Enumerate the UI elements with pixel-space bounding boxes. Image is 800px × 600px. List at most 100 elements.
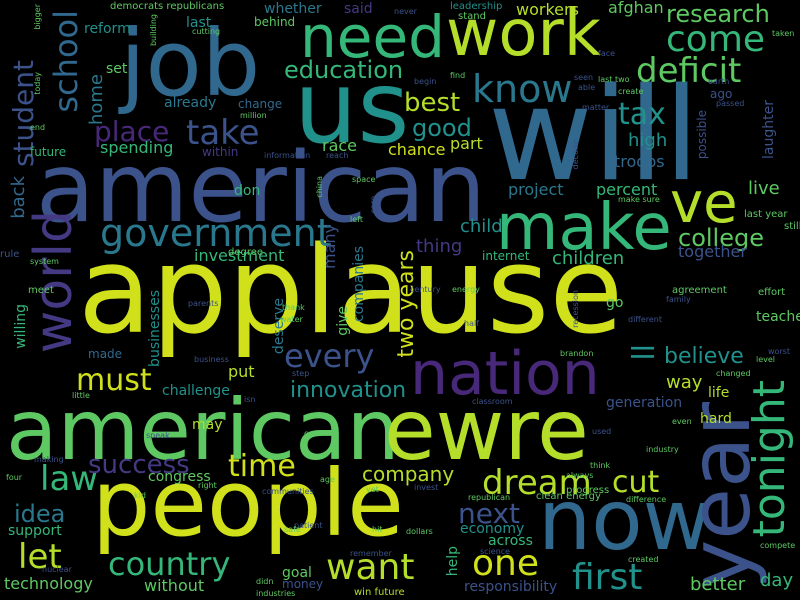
word-even: even — [672, 417, 692, 426]
word-american-top: american — [36, 132, 486, 244]
word-workers: workers — [516, 0, 579, 19]
word-american-bottom: american — [6, 381, 400, 479]
word-invest: invest — [414, 483, 439, 492]
word-industry: industry — [646, 445, 679, 454]
word-together: together — [678, 242, 747, 261]
word-high: high — [628, 130, 668, 151]
word-republicans: republicans — [166, 1, 225, 12]
word-support: support — [8, 523, 62, 539]
word-whether: whether — [264, 1, 322, 17]
word-speak: speak — [146, 431, 170, 440]
word-good: good — [412, 114, 472, 142]
word-reach: reach — [326, 151, 349, 160]
word-effort: effort — [758, 287, 786, 298]
word-created: created — [628, 555, 659, 564]
word-degree: degree — [228, 247, 264, 258]
word-many: many — [320, 224, 339, 269]
word-help: help — [445, 546, 461, 577]
word-future: future — [30, 145, 67, 159]
word-information: information — [264, 151, 311, 160]
word-investment: investment — [194, 246, 285, 265]
word-taken: taken — [772, 29, 795, 38]
word-century: century — [410, 285, 441, 294]
word-us: us — [294, 49, 410, 166]
word-two-years: two years — [394, 250, 419, 358]
word-brandon: brandon — [560, 349, 594, 358]
word-companies: companies — [351, 246, 367, 323]
word-last: last — [186, 15, 212, 31]
word-behind: behind — [254, 15, 296, 29]
word-parents: parents — [188, 299, 219, 308]
word-space: space — [352, 175, 376, 184]
word-cost: cost — [304, 429, 321, 438]
word-half: half — [464, 319, 480, 328]
word-need: need — [300, 3, 445, 71]
word-one: one — [472, 543, 539, 584]
word-innovation: innovation — [290, 378, 407, 403]
word-race: race — [322, 136, 358, 155]
word-laughter: laughter — [761, 100, 777, 159]
word-face: face — [598, 49, 616, 58]
word-used: used — [592, 427, 612, 436]
word-different: different — [628, 315, 662, 324]
word-internet: internet — [482, 249, 530, 263]
word-children: children — [552, 248, 625, 269]
word-money: money — [282, 577, 324, 591]
word-time: time — [228, 449, 296, 484]
word-cut: cut — [612, 465, 660, 500]
word-compete: compete — [760, 541, 796, 550]
word-industries: industries — [256, 589, 296, 598]
word-will: will — [488, 61, 700, 210]
word-deficit: deficit — [636, 51, 742, 91]
word-find: find — [450, 71, 466, 80]
word-go: go — [606, 295, 624, 311]
word-better: better — [690, 574, 746, 595]
word-best: best — [404, 88, 461, 118]
word-leadership: leadership — [450, 1, 503, 12]
word-may: may — [192, 417, 223, 433]
word-applause: applause — [78, 222, 624, 361]
word-win-future: win future — [354, 587, 405, 598]
word-government: government — [100, 211, 332, 255]
word-percent: percent — [596, 180, 658, 199]
word-let: let — [18, 537, 62, 577]
word-matter: matter — [582, 103, 610, 112]
word-classroom: classroom — [472, 397, 513, 406]
word-take: take — [186, 113, 260, 153]
word-yet: yet — [366, 485, 379, 494]
word-child: child — [460, 216, 503, 237]
word-research: research — [666, 0, 770, 28]
word-every: every — [284, 337, 375, 375]
word-set: set — [106, 61, 128, 77]
word-people: people — [92, 450, 404, 557]
word-now: now — [538, 471, 712, 569]
word-kid: kid — [134, 491, 146, 500]
word-nuclear: nuclear — [42, 565, 72, 574]
word-day: day — [760, 570, 794, 591]
word-responsibility: responsibility — [464, 579, 558, 595]
word-make-sure: make sure — [618, 195, 660, 204]
word-still: still — [784, 221, 800, 232]
word-democrats: democrats — [110, 1, 164, 12]
word-put: put — [228, 362, 255, 381]
word-possible: possible — [695, 110, 709, 160]
word-level: level — [756, 355, 776, 364]
word-place: place — [94, 115, 170, 148]
word-step: step — [292, 369, 310, 378]
word-million: million — [240, 111, 267, 120]
word-back: back — [8, 176, 29, 219]
word-stand: stand — [458, 11, 486, 22]
word-afghan: afghan — [608, 0, 664, 17]
word-without: without — [144, 576, 205, 595]
word-democrats-republicans: democrats republicans — [110, 2, 224, 12]
word-create: create — [618, 87, 644, 96]
word-republican: republican — [468, 493, 511, 502]
word-left: left — [350, 215, 363, 224]
word-china: china — [315, 176, 324, 198]
word-progress: progress — [566, 485, 610, 496]
word-age: age — [320, 475, 335, 484]
word-last-two: last two — [598, 75, 630, 84]
word-end: end — [30, 123, 46, 132]
word-change: change — [238, 97, 283, 111]
